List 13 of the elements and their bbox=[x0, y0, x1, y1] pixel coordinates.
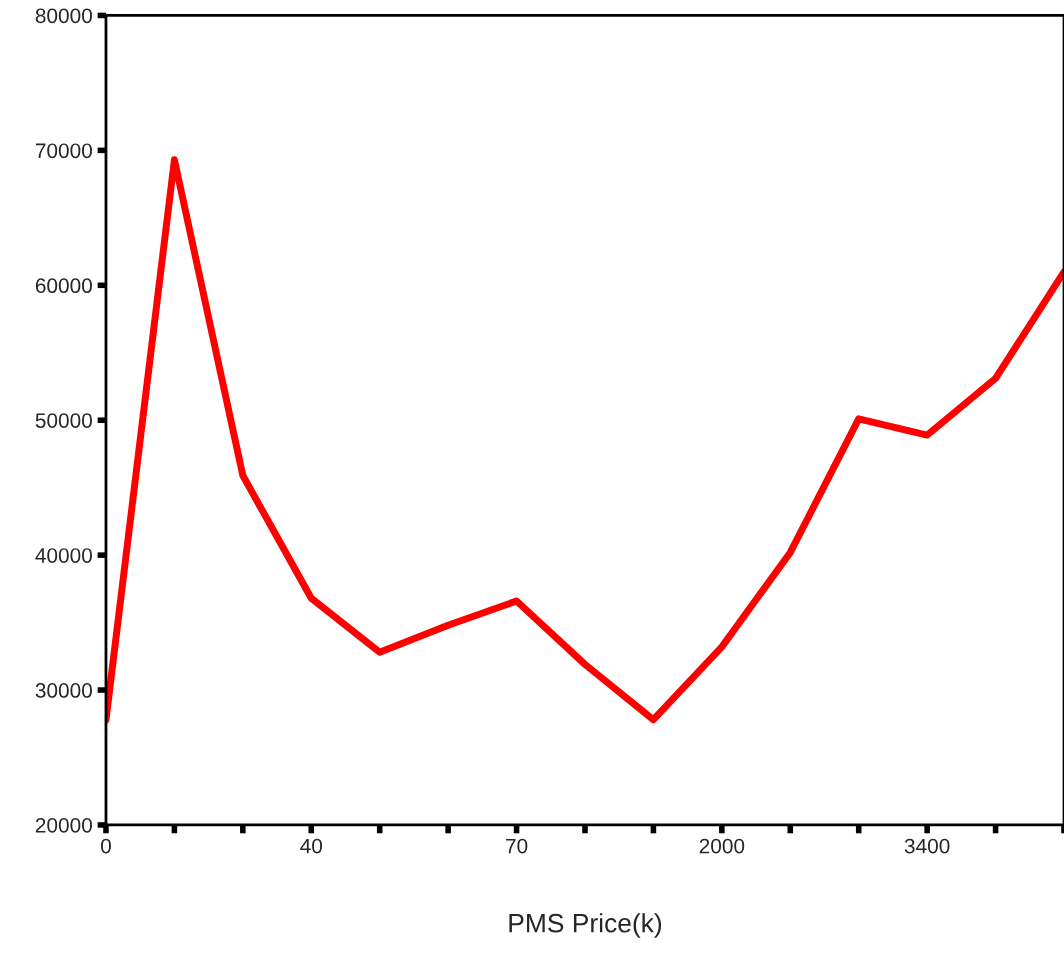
x-tick-label: 70 bbox=[506, 838, 528, 854]
x-axis-title: PMS Price(k) bbox=[509, 913, 662, 938]
y-tick-label: 50000 bbox=[35, 413, 92, 428]
y-tick-label: 30000 bbox=[35, 683, 92, 698]
y-tick-label: 20000 bbox=[35, 817, 92, 833]
x-tick-label: 0 bbox=[101, 838, 111, 854]
y-tick-label: 70000 bbox=[35, 143, 92, 159]
y-tick-label: 40000 bbox=[35, 548, 92, 563]
x-tick-label: 40 bbox=[300, 838, 323, 854]
x-tick-label: 2000 bbox=[699, 838, 745, 854]
y-tick-label: 60000 bbox=[35, 278, 92, 294]
y-tick-label: 80000 bbox=[35, 8, 92, 24]
x-tick-label: 3400 bbox=[904, 838, 950, 854]
